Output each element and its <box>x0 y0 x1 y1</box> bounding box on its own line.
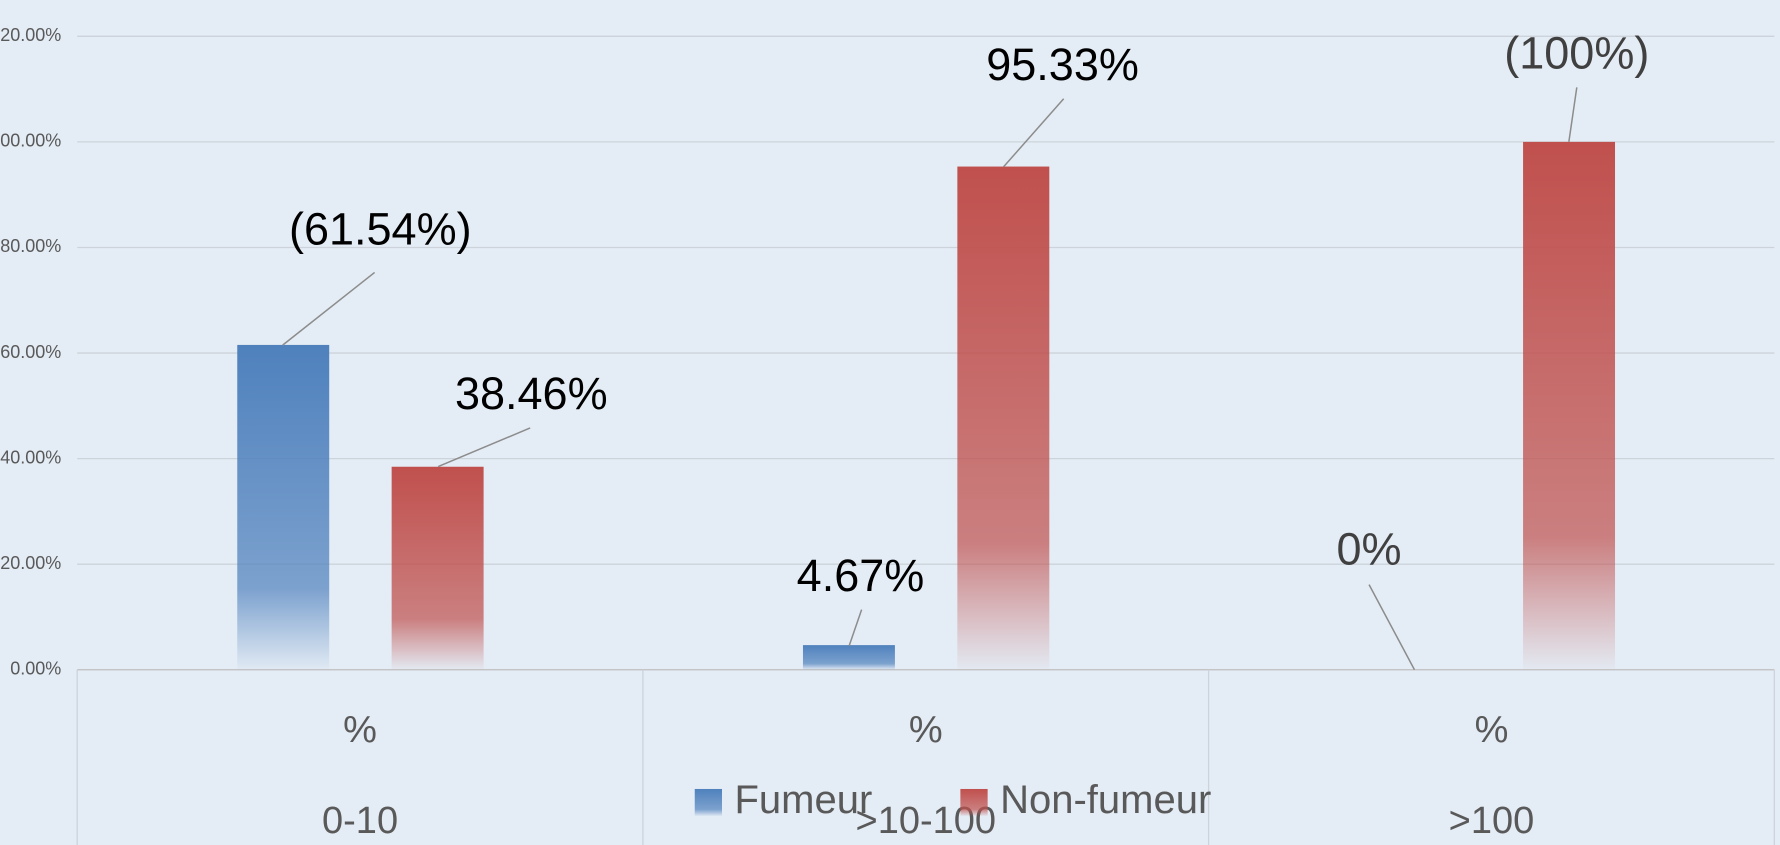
legend-label: Non-fumeur <box>1000 778 1211 822</box>
leader-line <box>282 271 376 346</box>
bar <box>957 166 1050 670</box>
leader-line <box>1002 98 1065 168</box>
leader-line <box>437 427 531 468</box>
y-tick-label: 60.00% <box>0 342 61 362</box>
data-label: 0% <box>1337 524 1402 575</box>
bar <box>237 344 330 670</box>
bar <box>391 466 484 670</box>
y-tick-label: 40.00% <box>0 447 61 467</box>
legend-swatch <box>960 788 988 817</box>
x-tick-unit: % <box>343 709 377 751</box>
y-tick-label: 100.00% <box>0 131 61 151</box>
data-label: 4.67% <box>797 550 925 601</box>
data-label: 38.46% <box>455 368 608 419</box>
y-tick-label: 120.00% <box>0 25 61 45</box>
y-tick-label: 80.00% <box>0 236 61 256</box>
y-tick-label: 0.00% <box>10 659 61 679</box>
x-tick-label: >100 <box>1449 800 1535 842</box>
x-tick-unit: % <box>1475 709 1509 751</box>
data-label: 95.33% <box>986 39 1139 90</box>
leader-line <box>848 609 863 647</box>
legend-swatch <box>694 788 722 817</box>
x-tick-unit: % <box>909 709 943 751</box>
y-tick-label: 20.00% <box>0 553 61 573</box>
x-tick-label: 0-10 <box>322 800 398 842</box>
legend-label: Fumeur <box>734 778 872 822</box>
data-label: (61.54%) <box>289 204 472 255</box>
bar <box>802 645 895 670</box>
leader-line <box>1568 87 1578 143</box>
leader-line <box>1368 584 1416 671</box>
bar <box>1523 141 1616 670</box>
data-label: (100%) <box>1504 28 1649 79</box>
